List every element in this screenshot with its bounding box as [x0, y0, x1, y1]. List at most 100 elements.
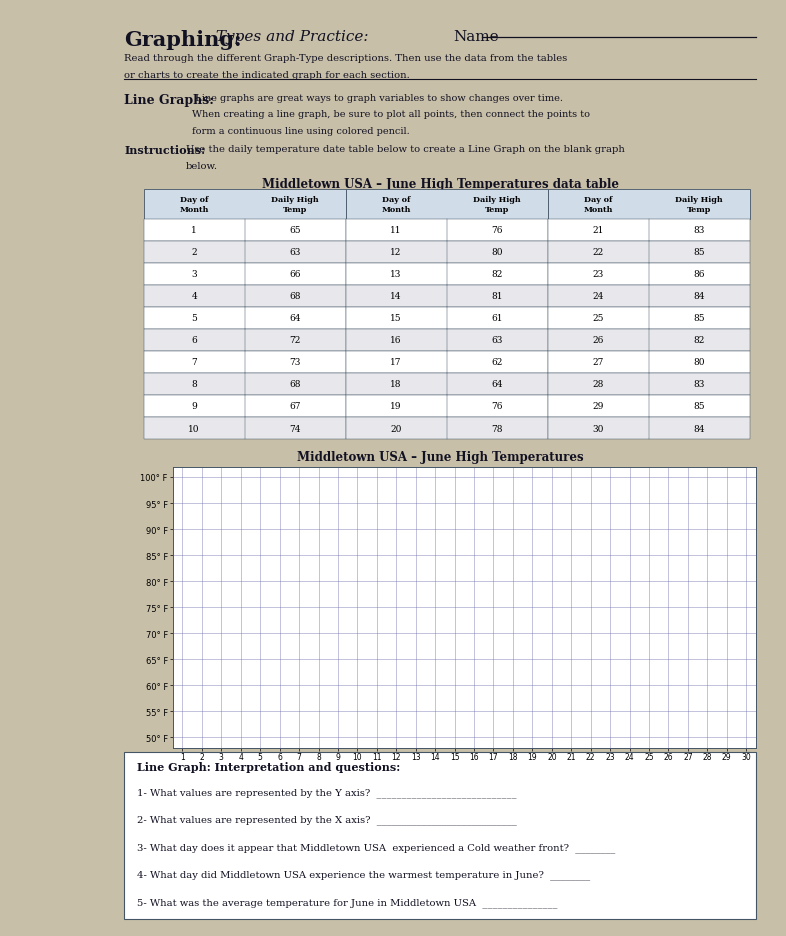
Text: 11: 11	[391, 226, 402, 235]
Text: 66: 66	[289, 270, 301, 279]
Text: Day of
Month: Day of Month	[381, 197, 411, 213]
Text: 63: 63	[491, 336, 503, 345]
Text: 80: 80	[491, 248, 503, 257]
Text: 73: 73	[289, 358, 301, 367]
Text: 72: 72	[289, 336, 301, 345]
Text: 5: 5	[191, 314, 197, 323]
Text: 23: 23	[593, 270, 604, 279]
Text: 24: 24	[593, 292, 604, 301]
Bar	[144, 307, 346, 329]
Text: 84: 84	[693, 292, 705, 301]
Text: 26: 26	[593, 336, 604, 345]
Text: 28: 28	[593, 380, 604, 389]
Text: Read through the different Graph-Type descriptions. Then use the data from the t: Read through the different Graph-Type de…	[124, 54, 567, 64]
Text: 76: 76	[491, 226, 503, 235]
Text: below.: below.	[185, 162, 218, 170]
Bar	[548, 219, 750, 241]
Text: Daily High
Temp: Daily High Temp	[473, 197, 521, 213]
Text: 16: 16	[391, 336, 402, 345]
Text: 62: 62	[491, 358, 503, 367]
Text: 84: 84	[693, 424, 705, 433]
Text: 83: 83	[693, 380, 705, 389]
Text: 63: 63	[289, 248, 301, 257]
Text: 17: 17	[391, 358, 402, 367]
Text: 27: 27	[593, 358, 604, 367]
Text: 4- What day did Middletown USA experience the warmest temperature in June?  ____: 4- What day did Middletown USA experienc…	[138, 870, 590, 880]
Bar	[346, 241, 548, 263]
Text: Line graphs are great ways to graph variables to show changes over time.: Line graphs are great ways to graph vari…	[192, 94, 563, 103]
Text: 2: 2	[191, 248, 197, 257]
Text: 86: 86	[693, 270, 705, 279]
Bar	[548, 352, 750, 373]
Text: 10: 10	[189, 424, 200, 433]
Text: 20: 20	[391, 424, 402, 433]
Text: 3- What day does it appear that Middletown USA  experienced a Cold weather front: 3- What day does it appear that Middleto…	[138, 842, 615, 852]
Text: Types and Practice:: Types and Practice:	[211, 30, 373, 44]
Text: 2- What values are represented by the X axis?  ____________________________: 2- What values are represented by the X …	[138, 814, 517, 825]
Text: 19: 19	[391, 402, 402, 411]
Text: 61: 61	[491, 314, 503, 323]
Bar	[144, 241, 346, 263]
Bar	[548, 396, 750, 417]
Text: 15: 15	[391, 314, 402, 323]
Text: Instructions:: Instructions:	[124, 145, 205, 156]
Text: form a continuous line using colored pencil.: form a continuous line using colored pen…	[192, 126, 410, 136]
Text: 67: 67	[289, 402, 301, 411]
Text: 64: 64	[289, 314, 301, 323]
Text: 7: 7	[191, 358, 197, 367]
Text: 68: 68	[289, 380, 301, 389]
Text: 25: 25	[593, 314, 604, 323]
Text: Graphing:: Graphing:	[124, 30, 242, 50]
Text: 85: 85	[693, 248, 705, 257]
Bar	[346, 190, 548, 219]
Text: 81: 81	[491, 292, 503, 301]
Text: or charts to create the indicated graph for each section.: or charts to create the indicated graph …	[124, 71, 410, 80]
Text: 1- What values are represented by the Y axis?  ____________________________: 1- What values are represented by the Y …	[138, 787, 516, 797]
Bar	[548, 307, 750, 329]
Bar	[548, 263, 750, 285]
Bar	[144, 373, 346, 396]
Bar	[144, 263, 346, 285]
Text: Line Graphs:: Line Graphs:	[124, 94, 215, 107]
Bar	[144, 352, 346, 373]
Text: Middletown USA – June High Temperatures: Middletown USA – June High Temperatures	[297, 450, 583, 463]
Bar	[346, 352, 548, 373]
Text: 29: 29	[593, 402, 604, 411]
Bar	[144, 329, 346, 352]
Bar	[548, 241, 750, 263]
Text: 9: 9	[191, 402, 197, 411]
Bar	[346, 219, 548, 241]
Text: 14: 14	[391, 292, 402, 301]
Bar	[548, 373, 750, 396]
Bar	[548, 190, 750, 219]
Text: 85: 85	[693, 314, 705, 323]
Bar	[144, 396, 346, 417]
Text: Use the daily temperature date table below to create a Line Graph on the blank g: Use the daily temperature date table bel…	[185, 145, 624, 154]
Text: 82: 82	[693, 336, 705, 345]
Bar	[548, 285, 750, 307]
Bar	[346, 329, 548, 352]
Text: 65: 65	[289, 226, 301, 235]
Text: 3: 3	[191, 270, 197, 279]
Bar	[144, 190, 346, 219]
Text: 5- What was the average temperature for June in Middletown USA  _______________: 5- What was the average temperature for …	[138, 898, 557, 907]
Text: 74: 74	[289, 424, 301, 433]
Text: 82: 82	[491, 270, 503, 279]
Text: 13: 13	[391, 270, 402, 279]
Bar	[144, 417, 346, 440]
Bar	[124, 753, 756, 919]
Text: 83: 83	[693, 226, 705, 235]
Text: 68: 68	[289, 292, 301, 301]
Text: Line Graph: Interpretation and questions:: Line Graph: Interpretation and questions…	[138, 762, 401, 772]
Text: Middletown USA – June High Temperatures data table: Middletown USA – June High Temperatures …	[262, 178, 619, 191]
Text: 78: 78	[491, 424, 503, 433]
Bar	[346, 373, 548, 396]
Text: 1: 1	[191, 226, 197, 235]
Bar	[346, 307, 548, 329]
Text: 18: 18	[391, 380, 402, 389]
Bar	[548, 417, 750, 440]
Text: Daily High
Temp: Daily High Temp	[271, 197, 319, 213]
Bar	[346, 285, 548, 307]
Text: 8: 8	[191, 380, 197, 389]
Bar	[346, 263, 548, 285]
